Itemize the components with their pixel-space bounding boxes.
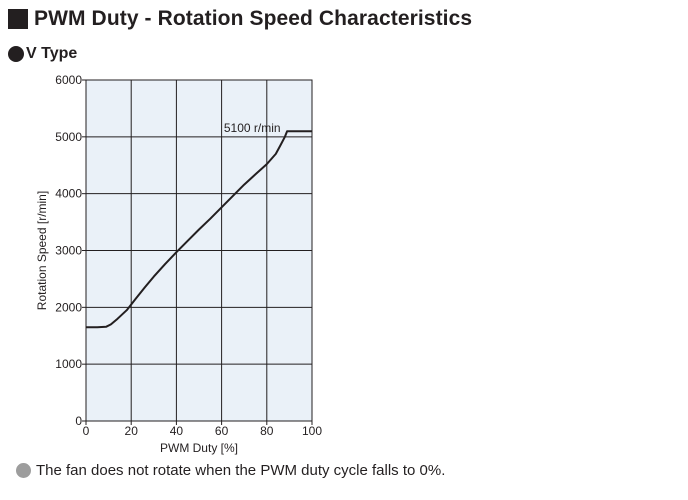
square-bullet-icon: [8, 9, 28, 29]
y-tick-label: 5000: [55, 130, 82, 144]
y-axis-label: Rotation Speed [r/min]: [35, 191, 49, 310]
subheading-text: V Type: [26, 45, 78, 62]
y-tick-label: 3000: [55, 244, 82, 258]
x-tick-label: 100: [302, 424, 322, 438]
x-axis-label: PWM Duty [%]: [160, 441, 238, 455]
x-tick-label: 0: [83, 424, 90, 438]
y-tick-label: 1000: [55, 357, 82, 371]
annotation-label: 5100 r/min: [224, 121, 281, 135]
heading-text: PWM Duty - Rotation Speed Characteristic…: [34, 7, 473, 30]
y-tick-label: 0: [75, 414, 82, 428]
footnote: The fan does not rotate when the PWM dut…: [16, 462, 445, 479]
series-line: [86, 130, 312, 329]
footnote-text: The fan does not rotate when the PWM dut…: [36, 462, 446, 479]
y-tick-label: 4000: [55, 187, 82, 201]
x-tick-label: 40: [170, 424, 184, 438]
x-tick-label: 80: [260, 424, 274, 438]
x-tick-label: 20: [125, 424, 139, 438]
x-tick-label: 60: [215, 424, 229, 438]
y-tick-label: 6000: [55, 73, 82, 87]
chart-subheading: V Type: [8, 45, 77, 63]
circle-bullet-icon: [8, 46, 24, 62]
page-heading: PWM Duty - Rotation Speed Characteristic…: [8, 5, 472, 33]
y-tick-label: 2000: [55, 300, 82, 314]
grey-circle-bullet-icon: [16, 463, 31, 478]
